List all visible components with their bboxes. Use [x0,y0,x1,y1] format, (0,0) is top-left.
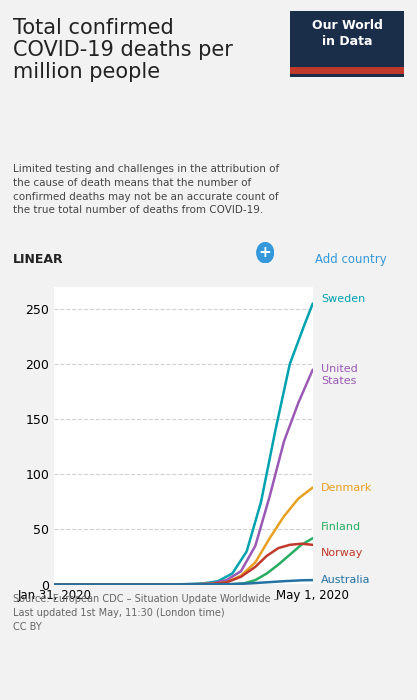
Text: Australia: Australia [321,575,371,585]
Text: Finland: Finland [321,522,361,531]
Text: Norway: Norway [321,548,364,558]
Text: Sweden: Sweden [321,293,365,304]
Text: Our World
in Data: Our World in Data [312,20,382,48]
Text: Source: European CDC – Situation Update Worldwide –
Last updated 1st May, 11:30 : Source: European CDC – Situation Update … [13,594,278,631]
Text: +: + [259,245,271,260]
Text: LINEAR: LINEAR [13,253,63,267]
Text: Total confirmed
COVID-19 deaths per
million people: Total confirmed COVID-19 deaths per mill… [13,18,232,83]
Text: Denmark: Denmark [321,482,372,493]
Circle shape [257,243,274,262]
Text: Add country: Add country [315,253,387,267]
Text: Limited testing and challenges in the attribution of
the cause of death means th: Limited testing and challenges in the at… [13,164,279,216]
Text: United
States: United States [321,364,358,386]
